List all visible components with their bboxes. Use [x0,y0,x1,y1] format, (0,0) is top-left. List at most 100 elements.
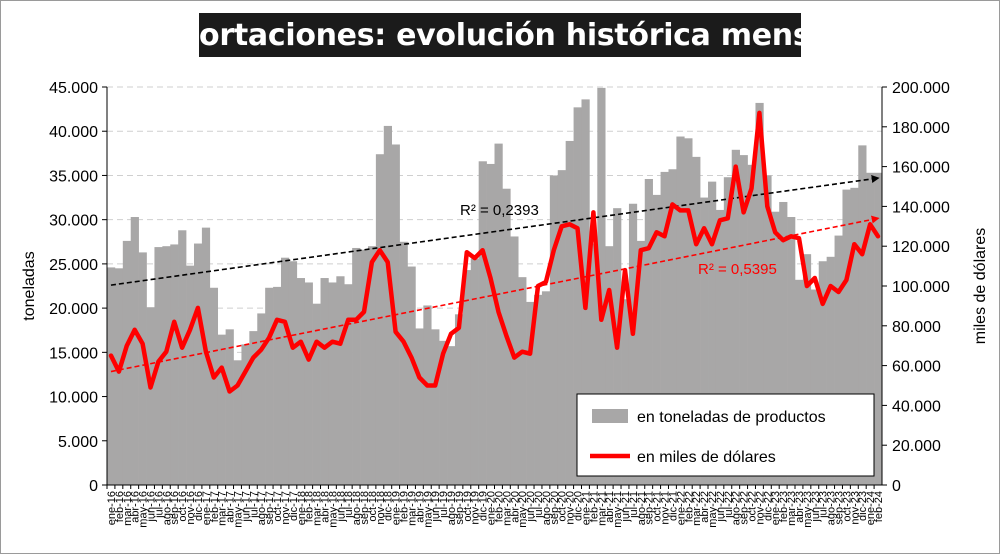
legend-box [576,393,875,477]
line-point [259,348,263,352]
line-point [378,248,382,252]
bar [383,125,392,485]
bar [431,329,440,485]
x-tick-label: abr-17 [225,491,237,523]
y-left-tick-label: 30.000 [49,213,98,230]
bar [454,314,464,485]
bar [186,265,195,485]
line-point [172,320,176,324]
x-tick-label: mar-22 [691,491,703,526]
bar [636,240,646,485]
bar [162,246,171,485]
x-tick-label: dic-22 [762,491,774,521]
x-tick-label: mar-21 [596,491,608,526]
line-point [655,230,659,234]
line-point [631,332,635,336]
line-point [860,252,864,256]
bar [225,329,234,485]
x-tick-label: ago-21 [636,491,648,525]
x-tick-label: ene-21 [580,491,592,525]
x-tick-label: abr-16 [130,491,142,523]
line-point [251,356,255,360]
y-right-tick-label: 20.000 [892,438,941,455]
x-tick-label: may-19 [422,491,434,528]
line-point [852,242,856,246]
line-point [663,234,667,238]
bar [526,301,535,485]
bar [739,155,748,485]
line-point [338,342,342,346]
bar [296,278,306,485]
bar [304,282,313,485]
x-tick-label: jun-19 [430,491,442,523]
x-tick-label: dic-17 [288,491,300,521]
bar [779,201,788,485]
x-tick-label: feb-16 [114,491,126,522]
x-tick-label: sep-17 [264,491,276,525]
bar [731,149,740,485]
bar [589,243,598,485]
x-tick-label: nov-22 [754,491,766,525]
line-point [821,302,825,306]
line-point [346,318,350,322]
bar [320,278,329,485]
bar [470,258,479,485]
y-right-tick-label: 200.000 [892,80,950,97]
x-tick-label: oct-19 [462,491,474,522]
bar [565,140,574,485]
x-tick-label: nov-16 [185,491,197,525]
x-tick-label: abr-20 [509,491,521,523]
line-point [212,376,216,380]
x-tick-label: jun-21 [620,491,632,523]
x-tick-label: ene-23 [770,491,782,525]
line-point [204,350,208,354]
x-tick-label: ago-19 [446,491,458,525]
x-tick-label: oct-20 [557,491,569,522]
bar [107,267,116,485]
y-right-tick-label: 60.000 [892,359,941,376]
bar [249,331,258,485]
legend-label-bar: en toneladas de productos [637,409,826,426]
y-right-tick-label: 100.000 [892,279,950,296]
line-point [710,242,714,246]
bar [818,261,827,485]
bar [795,279,804,485]
x-tick-label: jul-17 [248,491,260,519]
bar [834,235,843,485]
bar [407,266,416,485]
bar [842,189,851,485]
line-point [647,246,651,250]
y-left-tick-label: 35.000 [49,168,98,185]
line-point [299,340,303,344]
y-right-tick-label: 140.000 [892,199,950,216]
y-left-tick-label: 15.000 [49,345,98,362]
y-left-tick-label: 40.000 [49,124,98,141]
x-tick-label: oct-16 [177,491,189,522]
x-tick-label: ago-20 [541,491,553,525]
line-point [876,234,880,238]
x-tick-label: dic-16 [193,491,205,521]
line-point [465,250,469,254]
line-point [520,350,524,354]
x-tick-label: mar-16 [122,491,134,526]
line-point [307,358,311,362]
line-point [109,354,113,358]
x-tick-label: jun-23 [810,491,822,523]
line-point [283,320,287,324]
y-left-tick-label: 0 [89,478,98,495]
bar [273,286,282,485]
line-point [315,340,319,344]
y-right-tick-label: 120.000 [892,239,950,256]
line-point [386,260,390,264]
bar [668,169,677,485]
line-point [639,248,643,252]
x-tick-label: ago-17 [256,491,268,525]
x-tick-label: jul-16 [153,491,165,519]
x-tick-label: ago-23 [826,491,838,525]
line-point [694,242,698,246]
line-point [750,186,754,190]
legend-label-line: en miles de dólares [637,449,776,466]
line-point [726,216,730,220]
line-point [449,332,453,336]
